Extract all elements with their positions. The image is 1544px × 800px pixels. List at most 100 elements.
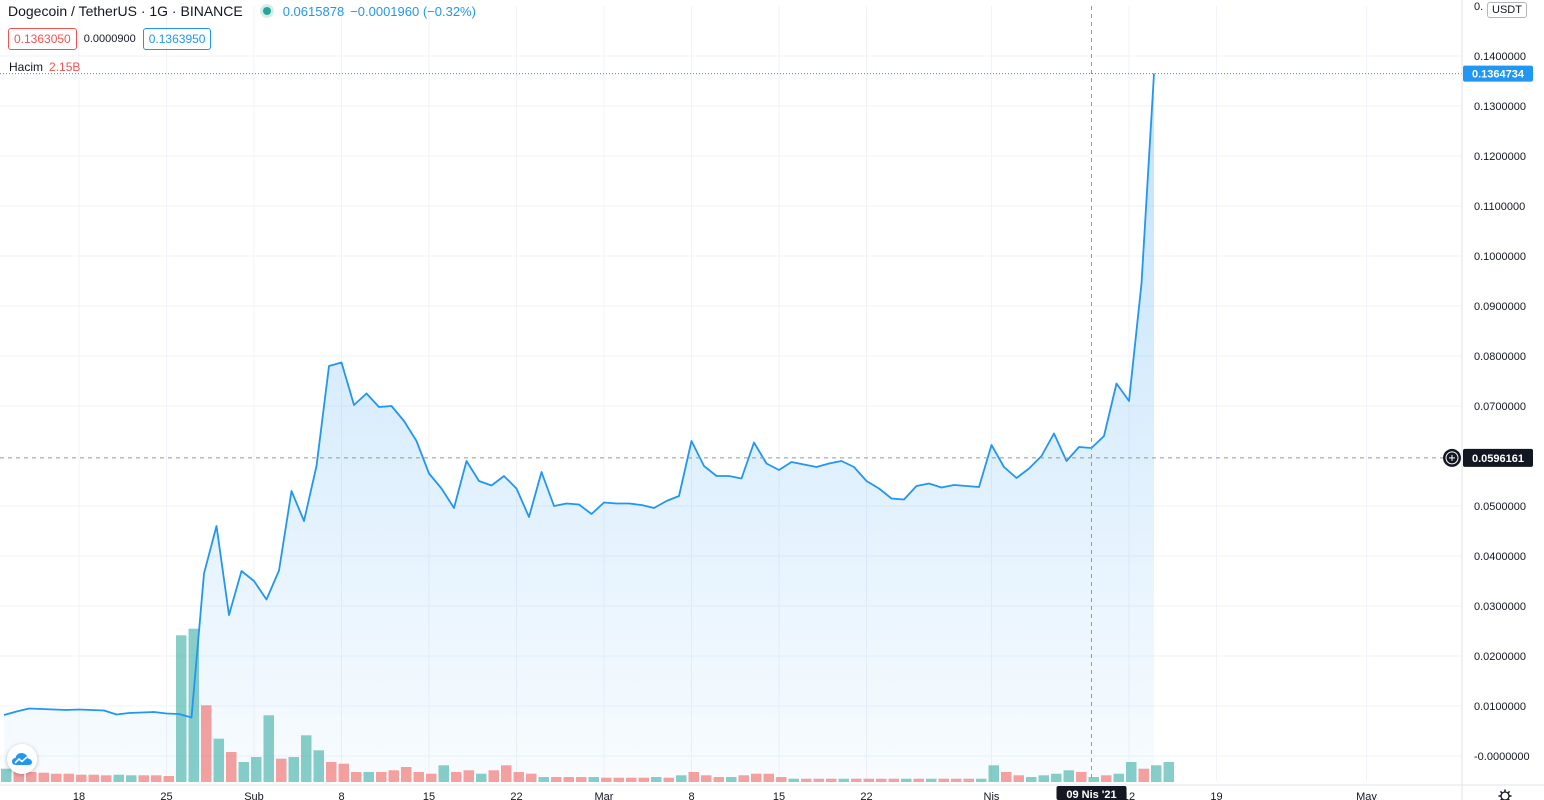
volume-bar	[526, 773, 537, 782]
volume-bar	[501, 765, 512, 782]
y-tick-label: 0.1000000	[1474, 251, 1526, 263]
volume-bar	[626, 777, 637, 782]
volume-bar	[313, 750, 324, 782]
volume-bar	[476, 773, 487, 782]
volume-bar	[1163, 762, 1174, 782]
price-line	[3, 73, 1155, 719]
spread-value: 0.0000900	[83, 33, 136, 45]
volume-bar	[1138, 768, 1149, 782]
volume-bar	[388, 770, 399, 782]
volume-bar	[326, 762, 337, 782]
volume-bar	[1101, 775, 1112, 782]
x-tick-label: 15	[773, 791, 785, 800]
volume-bar	[151, 775, 162, 782]
volume-bar	[688, 772, 699, 782]
volume-bar	[676, 775, 687, 782]
volume-bar	[951, 778, 962, 782]
y-tick-label: 0.0200000	[1474, 651, 1526, 663]
buy-price-button[interactable]: 0.1363950	[142, 28, 212, 50]
volume-bar	[113, 774, 124, 782]
volume-bar	[1001, 772, 1012, 782]
volume-bar	[1126, 762, 1137, 782]
crosshair-price-label: 0.0596161	[1472, 453, 1524, 465]
volume-legend[interactable]: Hacim 2.15B	[9, 60, 80, 74]
x-tick-label: 25	[160, 791, 172, 800]
volume-bar	[876, 778, 887, 782]
bid-ask-panel: 0.1363050 0.0000900 0.1363950	[8, 28, 212, 50]
crosshair-date-label-bg	[1056, 786, 1127, 800]
volume-bar	[88, 774, 99, 782]
x-tick-label: Mar	[595, 791, 614, 800]
volume-bar	[976, 778, 987, 782]
volume-bar	[651, 777, 662, 782]
crosshair	[0, 6, 1462, 781]
volume-bar	[438, 765, 449, 782]
gear-icon[interactable]	[1498, 789, 1512, 800]
volume-bar	[163, 776, 174, 782]
x-tick-label: 8	[688, 791, 694, 800]
volume-bar	[788, 778, 799, 782]
volume-bar	[51, 773, 62, 782]
volume-bar	[563, 777, 574, 782]
volume-bar	[663, 777, 674, 782]
volume-bar	[63, 773, 74, 782]
y-tick-label: 0.0300000	[1474, 601, 1526, 613]
volume-bar	[1013, 775, 1024, 782]
volume-bar	[988, 765, 999, 782]
volume-bar	[1, 768, 12, 782]
volume-bar	[613, 777, 624, 782]
currency-unit-button[interactable]: USDT	[1487, 2, 1527, 18]
price-area-fill	[4, 73, 1154, 781]
volume-bar	[713, 777, 724, 782]
volume-bar	[363, 772, 374, 782]
y-tick-label: -0.0000000	[1474, 751, 1530, 763]
volume-bar	[276, 758, 287, 782]
x-tick-label: 15	[423, 791, 435, 800]
volume-bar	[38, 772, 49, 782]
last-price-label: 0.1364734	[1472, 69, 1525, 81]
last-price-label-bg	[1463, 65, 1533, 82]
volume-bar	[763, 773, 774, 782]
y-tick-label: 0.	[1474, 1, 1483, 13]
chart-header: Dogecoin / TetherUS · 1G · BINANCE 0.061…	[8, 3, 476, 19]
volume-bar	[201, 705, 212, 782]
volume-bar	[1026, 777, 1037, 782]
crosshair-date-label: 09 Nis '21	[1066, 789, 1116, 800]
plus-circle-icon	[1443, 448, 1461, 467]
volume-bar	[588, 777, 599, 782]
volume-bar	[226, 752, 237, 782]
volume-bar	[863, 778, 874, 782]
sell-price-button[interactable]: 0.1363050	[8, 28, 77, 50]
y-tick-label: 0.0800000	[1474, 351, 1526, 363]
volume-bar	[701, 775, 712, 782]
x-tick-label: 19	[1210, 791, 1222, 800]
volume-bar	[1038, 775, 1049, 782]
volume-bar	[1051, 773, 1062, 782]
volume-bar	[76, 774, 87, 782]
volume-bar	[776, 777, 787, 782]
volume-bar	[838, 778, 849, 782]
volume-bar	[1076, 772, 1087, 782]
volume-bar	[451, 772, 462, 782]
y-tick-label: 0.0900000	[1474, 301, 1526, 313]
tradingview-cloud-icon[interactable]	[7, 744, 37, 774]
gear-tooth	[1499, 790, 1503, 794]
volume-bar	[551, 777, 562, 782]
y-tick-label: 0.1400000	[1474, 51, 1526, 63]
volume-bar	[176, 635, 187, 782]
volume-bar	[213, 738, 224, 782]
volume-bar	[463, 770, 474, 782]
x-tick-label: 22	[860, 791, 872, 800]
volume-bar	[1088, 777, 1099, 782]
volume-bar	[963, 778, 974, 782]
volume-bar	[601, 777, 612, 782]
volume-bar	[251, 757, 262, 782]
volume-bar	[638, 777, 649, 782]
symbol-title[interactable]: Dogecoin / TetherUS · 1G · BINANCE	[8, 3, 243, 19]
gear-tooth	[1507, 790, 1511, 794]
volume-bar	[1113, 773, 1124, 782]
volume-bar	[26, 772, 37, 782]
volume-bar	[426, 773, 437, 782]
volume-label: Hacim	[9, 60, 44, 74]
